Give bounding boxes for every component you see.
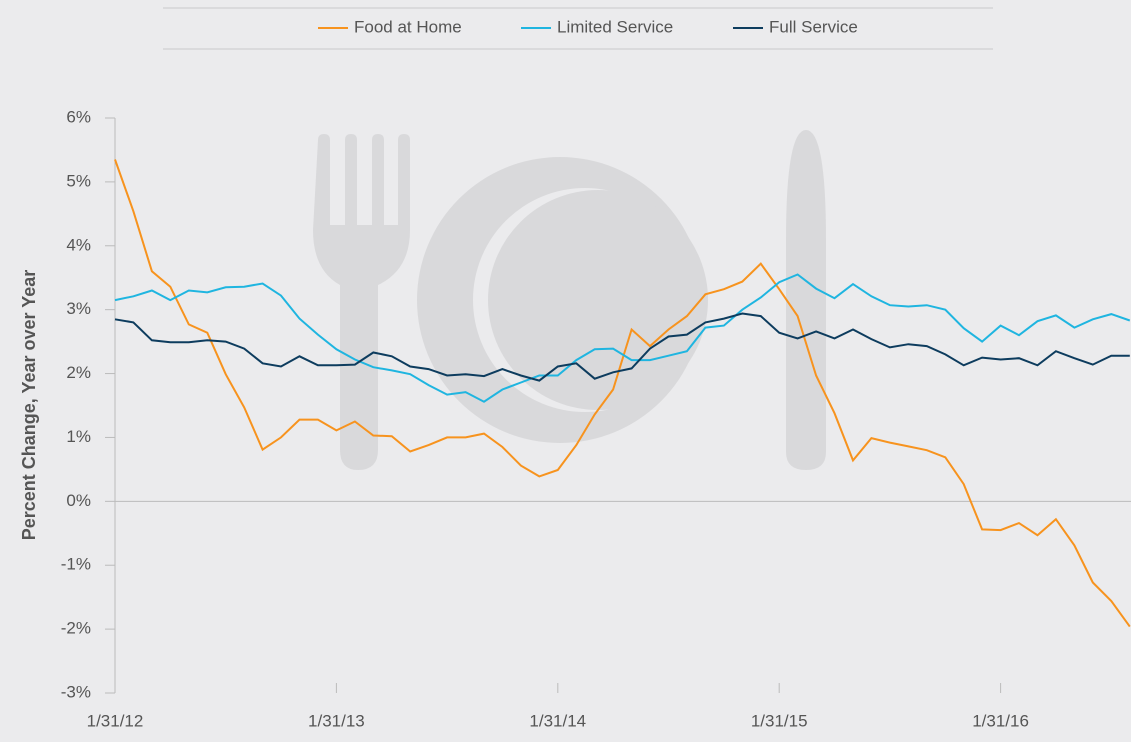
y-tick-label: -2% <box>61 619 91 638</box>
x-tick-label: 1/31/12 <box>87 711 144 730</box>
y-tick-label: 5% <box>66 171 91 190</box>
legend-label: Limited Service <box>557 17 673 36</box>
x-tick-label: 1/31/13 <box>308 711 365 730</box>
y-axis-label: Percent Change, Year over Year <box>19 270 39 541</box>
chart: Percent Change, Year over Year -3% -2% -1%… <box>0 0 1131 742</box>
legend-label: Full Service <box>769 17 858 36</box>
y-tick-label: 0% <box>66 491 91 510</box>
y-tick-label: 4% <box>66 235 91 254</box>
legend-label: Food at Home <box>354 17 462 36</box>
y-tick-label: 1% <box>66 427 91 446</box>
background-illustration <box>313 130 826 470</box>
y-tick-label: 3% <box>66 299 91 318</box>
x-tick-label: 1/31/16 <box>972 711 1029 730</box>
y-tick-label: 6% <box>66 107 91 126</box>
y-tick-label: -1% <box>61 555 91 574</box>
x-tick-label: 1/31/14 <box>529 711 586 730</box>
y-tick-label: -3% <box>61 682 91 701</box>
y-tick-label: 2% <box>66 363 91 382</box>
x-tick-label: 1/31/15 <box>751 711 808 730</box>
